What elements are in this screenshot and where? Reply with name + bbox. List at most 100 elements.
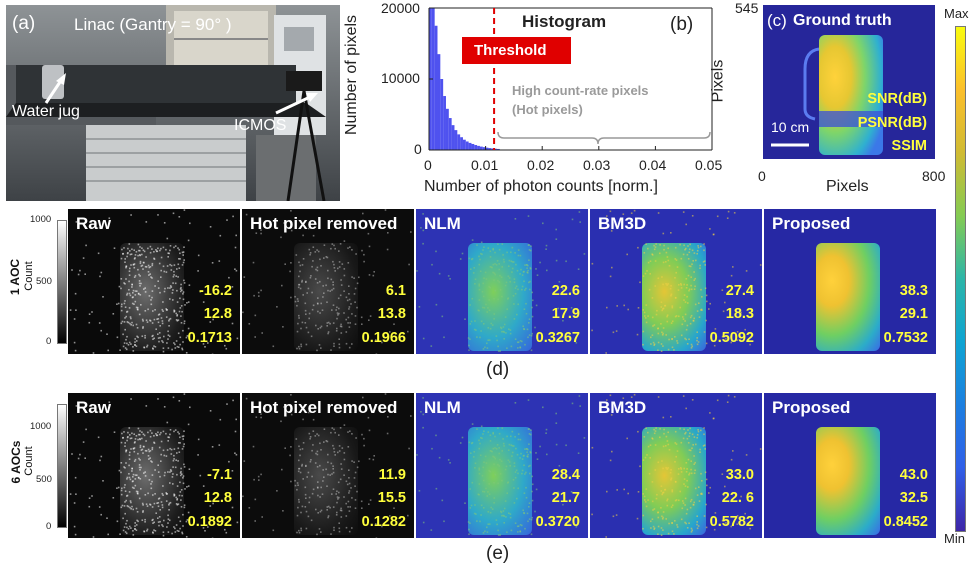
metric-ssim: 0.3720 (535, 514, 580, 530)
tile-title: NLM (424, 398, 461, 417)
linac-photo-drawing (6, 5, 340, 201)
metric-ssim: 0.7532 (883, 330, 928, 346)
water-jug-image (294, 243, 358, 351)
row-e-tile-bm3d: BM3D 33.0 22. 6 0.5782 (590, 393, 762, 538)
histogram-bar (437, 54, 441, 150)
row-d-tile-raw: Raw -16.2 12.8 0.1713 (68, 209, 240, 354)
metric-psnr: 17.9 (551, 306, 580, 322)
row-d-tile-nlm: NLM 22.6 17.9 0.3267 (416, 209, 588, 354)
water-jug-label: Water jug (12, 103, 80, 120)
histogram-bar (479, 146, 483, 150)
histogram-bar (460, 137, 463, 150)
gt-x-tick-800: 800 (922, 168, 946, 184)
row-e-tile-proposed: Proposed 43.0 32.5 0.8452 (764, 393, 936, 538)
histogram-chart (428, 7, 713, 151)
metric-psnr: 12.8 (203, 306, 232, 322)
histogram-bar (485, 147, 489, 150)
metric-psnr: 18.3 (725, 306, 754, 322)
metric-psnr: 13.8 (377, 306, 406, 322)
metric-psnr: 22. 6 (721, 490, 754, 506)
histogram-bar (496, 148, 500, 150)
icmos-label: ICMOS (234, 117, 287, 134)
row-d-tile-bm3d: BM3D 27.4 18.3 0.5092 (590, 209, 762, 354)
histogram-bar (477, 145, 480, 150)
tile-title: Hot pixel removed (250, 214, 398, 233)
x-tick-0: 0 (424, 157, 432, 173)
histogram-bar (431, 8, 435, 150)
histogram-bar (482, 147, 486, 150)
gt-y-label: Pixels (709, 59, 727, 103)
metric-snr: -16.2 (198, 283, 232, 299)
gray-e-tick-0: 0 (46, 521, 52, 532)
x-tick-0.04: 0.04 (639, 157, 667, 173)
tile-title: Proposed (772, 398, 851, 417)
gt-x-label: Pixels (826, 178, 869, 195)
noise-pattern (591, 393, 762, 538)
linac-photo: (a) Linac (Gantry = 90° ) Water jug ICMO… (6, 5, 340, 201)
row-e-label: 6 AOCs (9, 440, 23, 484)
histogram-bar (443, 96, 446, 150)
histogram-bar (440, 79, 444, 150)
histogram-bar (434, 25, 438, 150)
photo-title: Linac (Gantry = 90° ) (74, 15, 232, 34)
histogram-bar (462, 139, 466, 150)
panel-b-label: (b) (670, 14, 694, 35)
water-jug-image (294, 427, 358, 535)
histogram-bar (454, 130, 458, 150)
row-e-sublabel: (e) (486, 543, 510, 564)
metric-ssim: 0.5782 (709, 514, 754, 530)
hot-pixels-text-2: (Hot pixels) (512, 102, 583, 117)
tile-title: Hot pixel removed (250, 398, 398, 417)
histogram-bar (465, 141, 469, 150)
metric-ssim: 0.1713 (187, 330, 232, 346)
x-tick-0.05: 0.05 (695, 157, 723, 173)
tile-title: Raw (76, 214, 111, 233)
noise-pattern (416, 395, 586, 536)
row-d-tile-proposed: Proposed 38.3 29.1 0.7532 (764, 209, 936, 354)
row-d-count-label: Count (23, 261, 35, 291)
histogram-bar (445, 108, 449, 150)
row-d-tiles: Raw -16.2 12.8 0.1713 Hot pixel removed 6.1 13… (68, 209, 938, 354)
histogram-panel: 20000 10000 0 0 0.01 0.02 0.03 0.04 0.05… (340, 0, 740, 205)
metric-psnr: 32.5 (899, 490, 928, 506)
hot-pixel-brace (497, 131, 711, 145)
histogram-bar (494, 148, 497, 150)
panel-a-label: (a) (12, 13, 36, 34)
metric-snr: 28.4 (551, 467, 580, 483)
metric-snr: 6.1 (385, 283, 406, 299)
colorbar-min: Min (944, 531, 965, 546)
noise-pattern (591, 209, 762, 354)
x-tick-0.03: 0.03 (583, 157, 611, 173)
gray-colorbar-d (57, 220, 67, 344)
noise-pattern (242, 393, 412, 538)
histogram-bar (468, 142, 472, 150)
metric-psnr: 29.1 (899, 306, 928, 322)
metric-snr: 43.0 (899, 467, 928, 483)
tile-title: Raw (76, 398, 111, 417)
histogram-bar (471, 143, 475, 150)
histogram-ticks (428, 7, 713, 151)
water-jug-image (816, 243, 880, 351)
water-jug-image (468, 243, 532, 351)
row-e-tiles: Raw -7.1 12.8 0.1892 Hot pixel removed 11.9 15… (68, 393, 938, 538)
metric-snr: 33.0 (725, 467, 754, 483)
metric-snr: 11.9 (378, 467, 406, 483)
metric-ssim: 0.3267 (535, 330, 580, 346)
metric-label-snr: SNR(dB) (867, 91, 927, 107)
x-tick-0.02: 0.02 (527, 157, 555, 173)
scale-bar-label: 10 cm (771, 119, 810, 135)
noise-pattern (416, 211, 586, 352)
metric-snr: 38.3 (899, 283, 928, 299)
y-tick-10000: 10000 (381, 70, 420, 86)
threshold-badge: Threshold (462, 37, 571, 64)
histogram-bar (491, 148, 495, 150)
histogram-bar (474, 145, 478, 150)
gray-d-tick-500: 500 (36, 276, 52, 287)
histogram-bar (448, 118, 452, 150)
hot-pixels-text-1: High count-rate pixels (512, 83, 649, 98)
histogram-bar (451, 125, 455, 150)
histogram-x-label: Number of photon counts [norm.] (424, 178, 658, 195)
ground-truth-title: Ground truth (793, 12, 892, 29)
histogram-title: Histogram (522, 12, 607, 31)
water-jug-image (816, 427, 880, 535)
